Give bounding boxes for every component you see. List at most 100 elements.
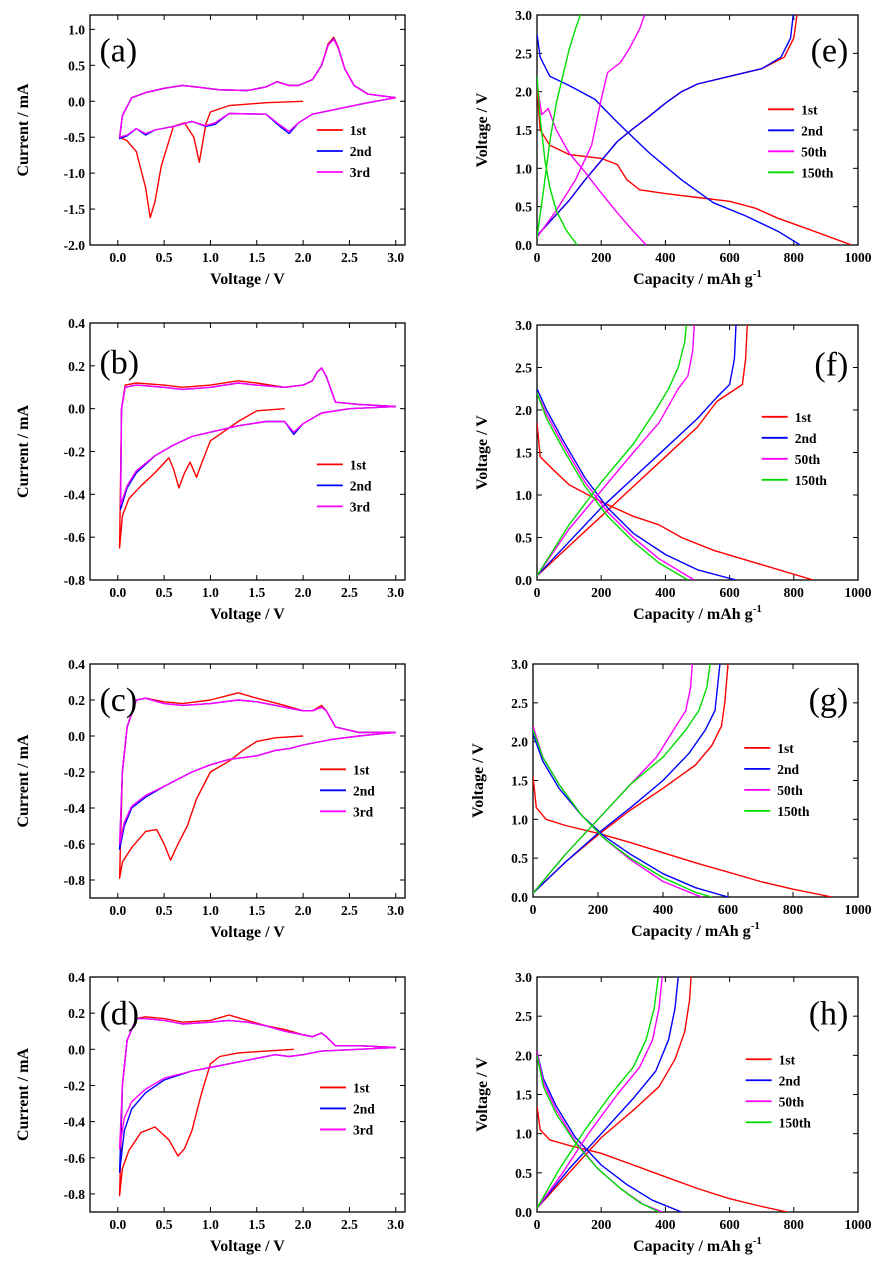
y-tick-label: 2.5 <box>511 696 528 711</box>
legend-label-1st: 1st <box>779 1052 796 1067</box>
y-tick-label: 0.5 <box>68 58 85 73</box>
y-axis-title: Voltage / V <box>474 92 491 167</box>
series-group <box>537 977 788 1212</box>
x-tick-label: 0.0 <box>109 585 126 600</box>
series-line-2nd <box>537 34 801 245</box>
series-line-2nd <box>537 388 737 580</box>
legend-label-1st: 1st <box>353 762 370 777</box>
y-tick-label: -1.5 <box>64 202 86 217</box>
panel-d: 0.0 0.5 1.0 1.5 2.0 2.5 3.0 -0.8 -0.6 -0.4 -0.2 0.0… <box>15 970 406 1255</box>
y-axis-title: Current / mA <box>15 1048 32 1141</box>
x-axis-title-superscript: -1 <box>753 1235 762 1247</box>
y-tick-label: 0.2 <box>68 1006 85 1021</box>
series-line-2nd-charge <box>537 15 794 237</box>
legend-label-1st: 1st <box>795 410 812 425</box>
legend-label-2nd: 2nd <box>795 431 817 446</box>
legend-label-3rd: 3rd <box>350 165 371 180</box>
legend-label-3rd: 3rd <box>353 804 374 819</box>
x-tick-label: 0.0 <box>109 903 126 918</box>
x-tick-label: 1.5 <box>248 250 265 265</box>
x-tick-label: 400 <box>653 902 674 917</box>
series-line-2nd-charge <box>537 325 737 577</box>
series-line-2nd-charge <box>533 664 721 894</box>
legend-label-1st: 1st <box>801 102 818 117</box>
series-line-50th-charge <box>537 977 663 1209</box>
y-tick-label: 1.0 <box>511 812 528 827</box>
legend-label-50th: 50th <box>801 144 827 159</box>
y-axis-title: Current / mA <box>15 83 32 176</box>
y-tick-label: 1.5 <box>511 774 528 789</box>
x-tick-label: 1.5 <box>248 903 265 918</box>
x-axis-title: Capacity / mAh g-1 <box>633 603 762 623</box>
x-tick-label: 2.5 <box>341 903 358 918</box>
y-tick-label: -0.8 <box>64 573 86 588</box>
x-tick-label: 2.5 <box>341 585 358 600</box>
x-axis-title-superscript: -1 <box>751 920 760 932</box>
y-tick-label: 0.0 <box>511 890 528 905</box>
y-tick-label: 1.5 <box>515 446 532 461</box>
legend-label-2nd: 2nd <box>801 123 823 138</box>
y-tick-label: -0.2 <box>64 445 86 460</box>
series-line-150th <box>537 76 578 245</box>
x-tick-label: 600 <box>719 585 740 600</box>
x-tick-label: 0 <box>530 902 537 917</box>
x-axis-title-text: Voltage / V <box>210 1238 285 1255</box>
y-tick-label: 0.0 <box>515 238 532 253</box>
legend-label-2nd: 2nd <box>779 1073 801 1088</box>
series-group <box>537 15 852 245</box>
y-tick-label: 3.0 <box>515 970 532 985</box>
series-line-2nd <box>537 1051 682 1212</box>
y-tick-label: 1.5 <box>515 1088 532 1103</box>
y-tick-label: -0.6 <box>64 530 86 545</box>
x-tick-label: 600 <box>719 1217 740 1232</box>
legend-label-2nd: 2nd <box>350 144 372 159</box>
y-tick-label: 1.5 <box>515 123 532 138</box>
legend: 1st 2nd 3rd <box>316 123 372 180</box>
x-tick-label: 0.5 <box>156 250 173 265</box>
series-group <box>118 692 396 879</box>
y-tick-label: -0.2 <box>64 1078 86 1093</box>
plot-frame <box>89 663 406 899</box>
legend-label-150th: 150th <box>795 473 828 488</box>
legend-label-3rd: 3rd <box>353 1122 374 1137</box>
legend-label-3rd: 3rd <box>350 499 371 514</box>
x-axis-title: Voltage / V <box>210 606 285 623</box>
y-tick-label: 1.0 <box>515 161 532 176</box>
legend: 1st 2nd 50th 150th <box>761 410 828 488</box>
x-axis-title: Voltage / V <box>210 1238 285 1255</box>
x-tick-label: 3.0 <box>387 585 404 600</box>
x-axis-title-text: Capacity / mAh g <box>633 271 753 288</box>
y-tick-label: 2.5 <box>515 1009 532 1024</box>
series-line-1st <box>537 1106 788 1212</box>
x-tick-label: 0 <box>534 1217 541 1232</box>
panel-label: (e) <box>811 33 849 70</box>
series-line-1st-charge <box>537 325 748 577</box>
y-tick-label: -0.4 <box>64 801 86 816</box>
panel-e: 0 200 400 600 800 1000 0.0 0.5 1.0 1.5 2.0 2.5 3.0 Ca… <box>474 8 872 288</box>
y-tick-label: 0.0 <box>68 94 85 109</box>
x-tick-label: 0 <box>534 250 541 265</box>
series-line-3rd <box>118 697 396 845</box>
y-tick-label: 3.0 <box>511 657 528 672</box>
y-tick-label: 0.4 <box>68 970 85 985</box>
series-group <box>118 1014 396 1197</box>
series-line-2nd <box>533 733 729 897</box>
y-tick-label: -0.4 <box>64 487 86 502</box>
x-tick-label: 1.0 <box>202 1217 219 1232</box>
series-line-50th-charge <box>533 664 693 894</box>
y-tick-label: 0.0 <box>68 729 85 744</box>
y-tick-label: -0.2 <box>64 765 86 780</box>
panel-label: (h) <box>809 995 849 1032</box>
series-group <box>118 36 396 219</box>
legend-label-1st: 1st <box>777 741 794 756</box>
legend-label-150th: 150th <box>777 804 810 819</box>
y-tick-label: 0.2 <box>68 693 85 708</box>
y-tick-label: -0.8 <box>64 1187 86 1202</box>
series-line-150th-charge <box>537 977 659 1209</box>
series-line-50th <box>537 392 695 580</box>
panel-c: 0.0 0.5 1.0 1.5 2.0 2.5 3.0 -0.8 -0.6 -0.4 -0.2 0.0… <box>15 657 406 941</box>
y-tick-label: -0.5 <box>64 130 86 145</box>
x-tick-label: 400 <box>655 585 676 600</box>
series-group <box>533 664 833 897</box>
